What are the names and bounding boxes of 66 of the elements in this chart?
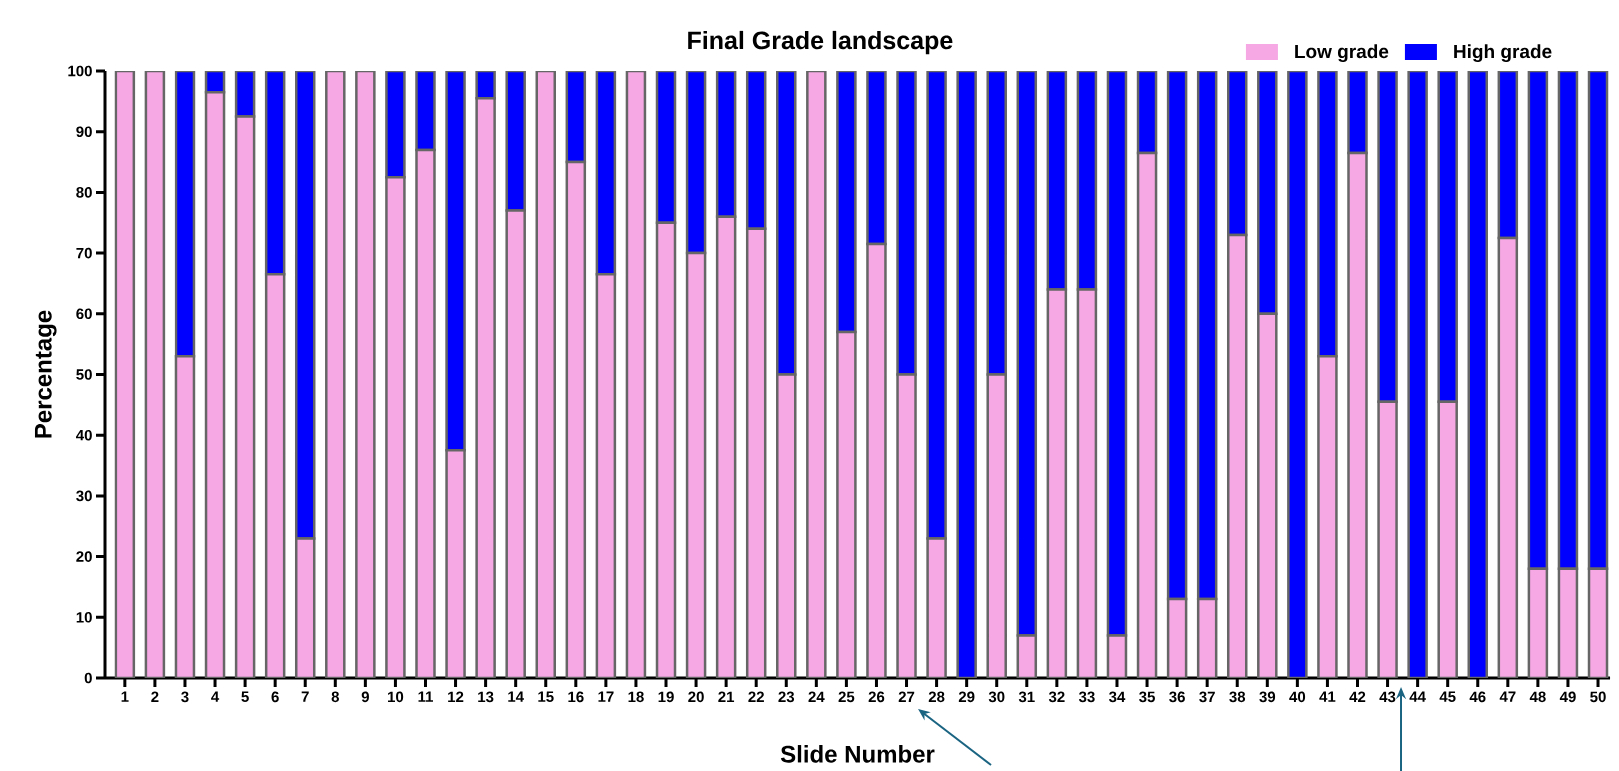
x-tick-label: 40 (1289, 691, 1306, 703)
x-tick-label: 2 (151, 691, 159, 703)
x-tick-label: 5 (241, 691, 249, 702)
x-tick-label: 28 (928, 691, 945, 703)
y-tick-label: 80 (76, 187, 92, 198)
y-tick-label: 30 (76, 490, 92, 502)
x-tick-label: 35 (1139, 691, 1155, 703)
x-tick-label: 17 (598, 691, 614, 702)
x-tick-label: 29 (958, 691, 975, 703)
x-tick-label: 27 (898, 691, 915, 703)
x-tick-label: 48 (1529, 691, 1546, 703)
x-tick-label: 30 (988, 691, 1005, 703)
x-tick-label: 31 (1018, 691, 1035, 703)
x-tick-label: 19 (658, 691, 674, 703)
x-tick-label: 50 (1590, 691, 1606, 703)
x-tick-label: 49 (1559, 691, 1576, 703)
y-tick-label: 10 (76, 611, 92, 623)
x-tick-label: 38 (1229, 691, 1246, 703)
y-tick-label: 40 (76, 429, 92, 441)
x-tick-label: 7 (301, 691, 309, 702)
x-tick-label: 10 (388, 691, 404, 703)
legend-label: Low grade (1295, 44, 1389, 63)
x-tick-label: 23 (778, 691, 795, 703)
x-tick-label: 15 (538, 691, 554, 702)
y-tick-label: 0 (84, 672, 92, 684)
x-tick-label: 32 (1048, 691, 1065, 703)
x-tick-label: 41 (1319, 691, 1336, 702)
x-tick-label: 24 (808, 691, 825, 703)
x-tick-label: 42 (1349, 691, 1366, 703)
x-tick-label: 39 (1259, 691, 1276, 703)
x-tick-label: 43 (1379, 691, 1396, 703)
x-tick-label: 44 (1409, 691, 1426, 702)
x-tick-label: 26 (868, 691, 885, 703)
x-tick-label: 25 (838, 691, 855, 703)
x-tick-label: 21 (718, 691, 735, 703)
y-axis-title: Percentage (34, 310, 57, 438)
x-tick-label: 9 (361, 691, 369, 703)
y-tick-label: 90 (76, 126, 92, 137)
y-tick-label: 70 (76, 247, 92, 259)
y-tick-label: 100 (68, 65, 92, 77)
legend-label: High grade (1454, 44, 1552, 63)
x-tick-label: 4 (211, 691, 220, 702)
x-tick-label: 37 (1199, 691, 1215, 703)
x-tick-label: 14 (508, 691, 524, 702)
y-tick-label: 50 (76, 369, 92, 380)
x-tick-label: 1 (121, 691, 129, 702)
x-tick-label: 13 (478, 691, 494, 703)
x-tick-label: 47 (1499, 691, 1516, 702)
x-tick-label: 20 (688, 691, 704, 703)
x-tick-label: 33 (1078, 691, 1095, 703)
x-tick-label: 45 (1439, 691, 1456, 702)
x-tick-label: 22 (748, 691, 764, 703)
x-tick-label: 18 (628, 691, 644, 703)
x-tick-label: 8 (331, 691, 339, 703)
x-tick-label: 11 (418, 691, 433, 702)
x-tick-label: 16 (568, 691, 584, 703)
x-tick-label: 12 (448, 691, 464, 703)
y-tick-label: 20 (76, 551, 92, 562)
y-tick-label: 60 (76, 308, 92, 320)
x-tick-label: 46 (1469, 691, 1486, 703)
x-tick-label: 36 (1169, 691, 1185, 703)
chart-title: Final Grade landscape (688, 30, 953, 55)
x-tick-label: 6 (271, 691, 279, 703)
x-axis-title: Slide Number (780, 745, 935, 763)
x-tick-label: 34 (1108, 691, 1126, 703)
x-tick-label: 3 (181, 691, 189, 703)
